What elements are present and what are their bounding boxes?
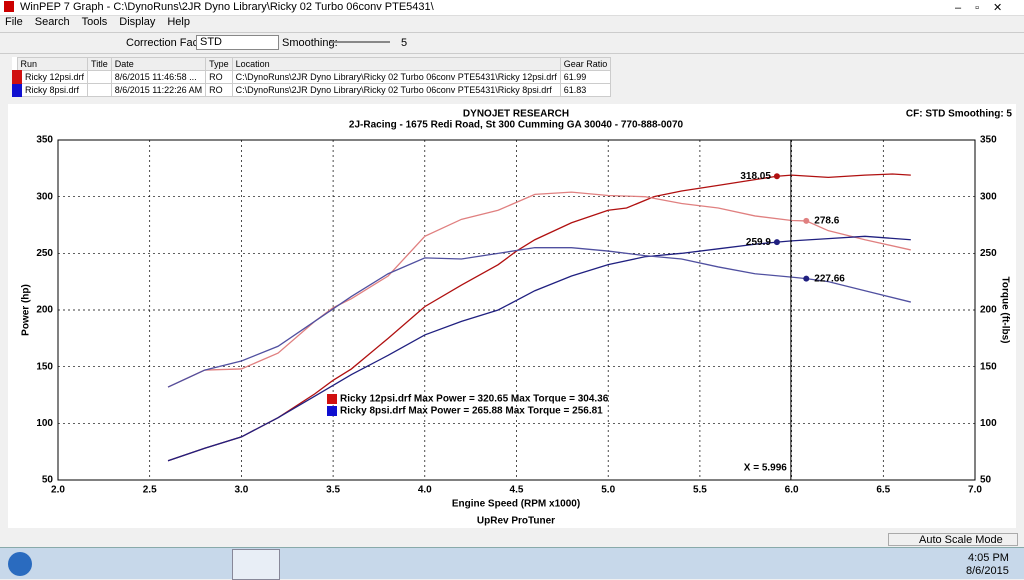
point-label: 227.66: [814, 273, 845, 284]
y2-tick-label: 100: [980, 418, 997, 429]
menu-item[interactable]: Display: [119, 16, 156, 28]
clock-date: 8/6/2015: [966, 565, 1009, 577]
x-tick-label: 2.0: [51, 485, 65, 496]
menu-item[interactable]: File: [5, 16, 23, 28]
app-icon: [4, 1, 14, 12]
run-row[interactable]: Ricky 12psi.drf 8/6/2015 11:46:58 ... RO C:…: [12, 70, 612, 84]
cell: Ricky 8psi.drf: [12, 83, 89, 97]
x-tick-label: 4.0: [418, 485, 432, 496]
y-tick-label: 100: [36, 418, 53, 429]
cell: RO: [205, 83, 233, 97]
title-bar: WinPEP 7 Graph - C:\DynoRuns\2JR Dyno Li…: [0, 0, 1024, 16]
active-app[interactable]: [232, 549, 280, 580]
cell: [87, 70, 112, 84]
menu-item[interactable]: Tools: [81, 16, 108, 28]
cell: 61.99: [559, 70, 612, 84]
series-line: [167, 173, 911, 462]
y2-tick-label: 300: [980, 191, 997, 202]
column-header: Run: [16, 57, 89, 71]
y-axis-label: Power (hp): [21, 284, 32, 336]
cell: 8/6/2015 11:22:26 AM: [110, 83, 207, 97]
chart-title: DYNOJET RESEARCH: [463, 109, 569, 120]
series-line: [167, 247, 911, 388]
menu-item[interactable]: Search: [34, 16, 70, 28]
y2-tick-label: 200: [980, 305, 997, 316]
cell: 61.83: [559, 83, 612, 97]
y-tick-label: 150: [36, 361, 53, 372]
point-label: 278.6: [814, 216, 839, 227]
run-row[interactable]: Ricky 8psi.drf 8/6/2015 11:22:26 AM RO C:\D…: [12, 83, 612, 97]
y2-tick-label: 250: [980, 248, 997, 259]
point-marker: [773, 173, 780, 180]
clock-time: 4:05 PM: [968, 552, 1009, 564]
toolbar: Correction Factor: STD Smoothing: 5: [0, 32, 1024, 54]
y2-tick-label: 50: [980, 475, 992, 486]
series-line: [167, 191, 911, 388]
cell: C:\DynoRuns\2JR Dyno Library\Ricky 02 Tu…: [231, 83, 561, 97]
cell: [87, 83, 112, 97]
point-marker: [803, 275, 810, 282]
header-row: Run Title Date Type Location Gear Ratio: [16, 57, 612, 71]
column-header: Title: [87, 57, 112, 71]
y2-axis-label: Torque (ft-lbs): [999, 276, 1010, 343]
smoothing-value: 5: [401, 37, 408, 49]
legend-text: Ricky 12psi.drf Max Power = 320.65 Max T…: [340, 394, 609, 405]
column-header: Gear Ratio: [559, 57, 612, 71]
x-tick-label: 6.5: [876, 485, 890, 496]
y2-tick-label: 350: [980, 135, 997, 146]
correction-label: Correction Factor:: [126, 37, 215, 49]
point-marker: [773, 239, 780, 246]
column-header: Location: [231, 57, 561, 71]
smoothing-label: Smoothing:: [282, 37, 338, 49]
taskbar: 4:05 PM 8/6/2015: [0, 547, 1024, 580]
y-tick-label: 200: [36, 305, 53, 316]
chart-subtitle: 2J-Racing - 1675 Redi Road, St 300 Cummi…: [349, 120, 684, 131]
corner-note: CF: STD Smoothing: 5: [906, 109, 1013, 120]
x-tick-label: 5.0: [601, 485, 615, 496]
x-tick-label: 3.5: [326, 485, 340, 496]
y-tick-label: 350: [36, 135, 53, 146]
point-marker: [803, 217, 810, 224]
status-bar: Auto Scale Mode: [888, 533, 1018, 546]
column-header: Type: [205, 57, 233, 71]
x-tick-label: 7.0: [968, 485, 982, 496]
legend-text: Ricky 8psi.drf Max Power = 265.88 Max To…: [340, 406, 603, 417]
series-line: [167, 235, 911, 462]
x-tick-label: 6.0: [785, 485, 799, 496]
window-controls[interactable]: –▫✕: [955, 2, 1017, 14]
x-tick-label: 3.0: [234, 485, 248, 496]
x-tick-label: 5.5: [693, 485, 707, 496]
correction-select[interactable]: STD: [196, 35, 279, 50]
y-tick-label: 250: [36, 248, 53, 259]
x-tick-label: 4.5: [510, 485, 524, 496]
cell: Ricky 12psi.drf: [12, 70, 89, 84]
menu-item[interactable]: Help: [167, 16, 190, 28]
window-title: WinPEP 7 Graph - C:\DynoRuns\2JR Dyno Li…: [20, 1, 434, 13]
menu-bar: File Search Tools Display Help: [0, 16, 1024, 31]
cell: C:\DynoRuns\2JR Dyno Library\Ricky 02 Tu…: [231, 70, 561, 84]
footer: UpRev ProTuner: [477, 516, 555, 527]
legend-swatch: [327, 394, 337, 404]
y-tick-label: 50: [42, 475, 54, 486]
point-label: 318.05: [740, 171, 771, 182]
y2-tick-label: 150: [980, 361, 997, 372]
cell: 8/6/2015 11:46:58 ...: [110, 70, 207, 84]
y-tick-label: 300: [36, 191, 53, 202]
cursor-label: X = 5.996: [744, 463, 788, 474]
column-header: Date: [110, 57, 207, 71]
legend-swatch: [327, 406, 337, 416]
runs-table: Run Title Date Type Location Gear Ratio Ricky …: [12, 57, 612, 97]
start-button[interactable]: [8, 552, 32, 576]
x-tick-label: 2.5: [143, 485, 157, 496]
cell: RO: [205, 70, 233, 84]
point-label: 259.9: [746, 237, 771, 248]
smoothing-slider[interactable]: [330, 41, 390, 43]
x-axis-label: Engine Speed (RPM x1000): [452, 499, 580, 510]
